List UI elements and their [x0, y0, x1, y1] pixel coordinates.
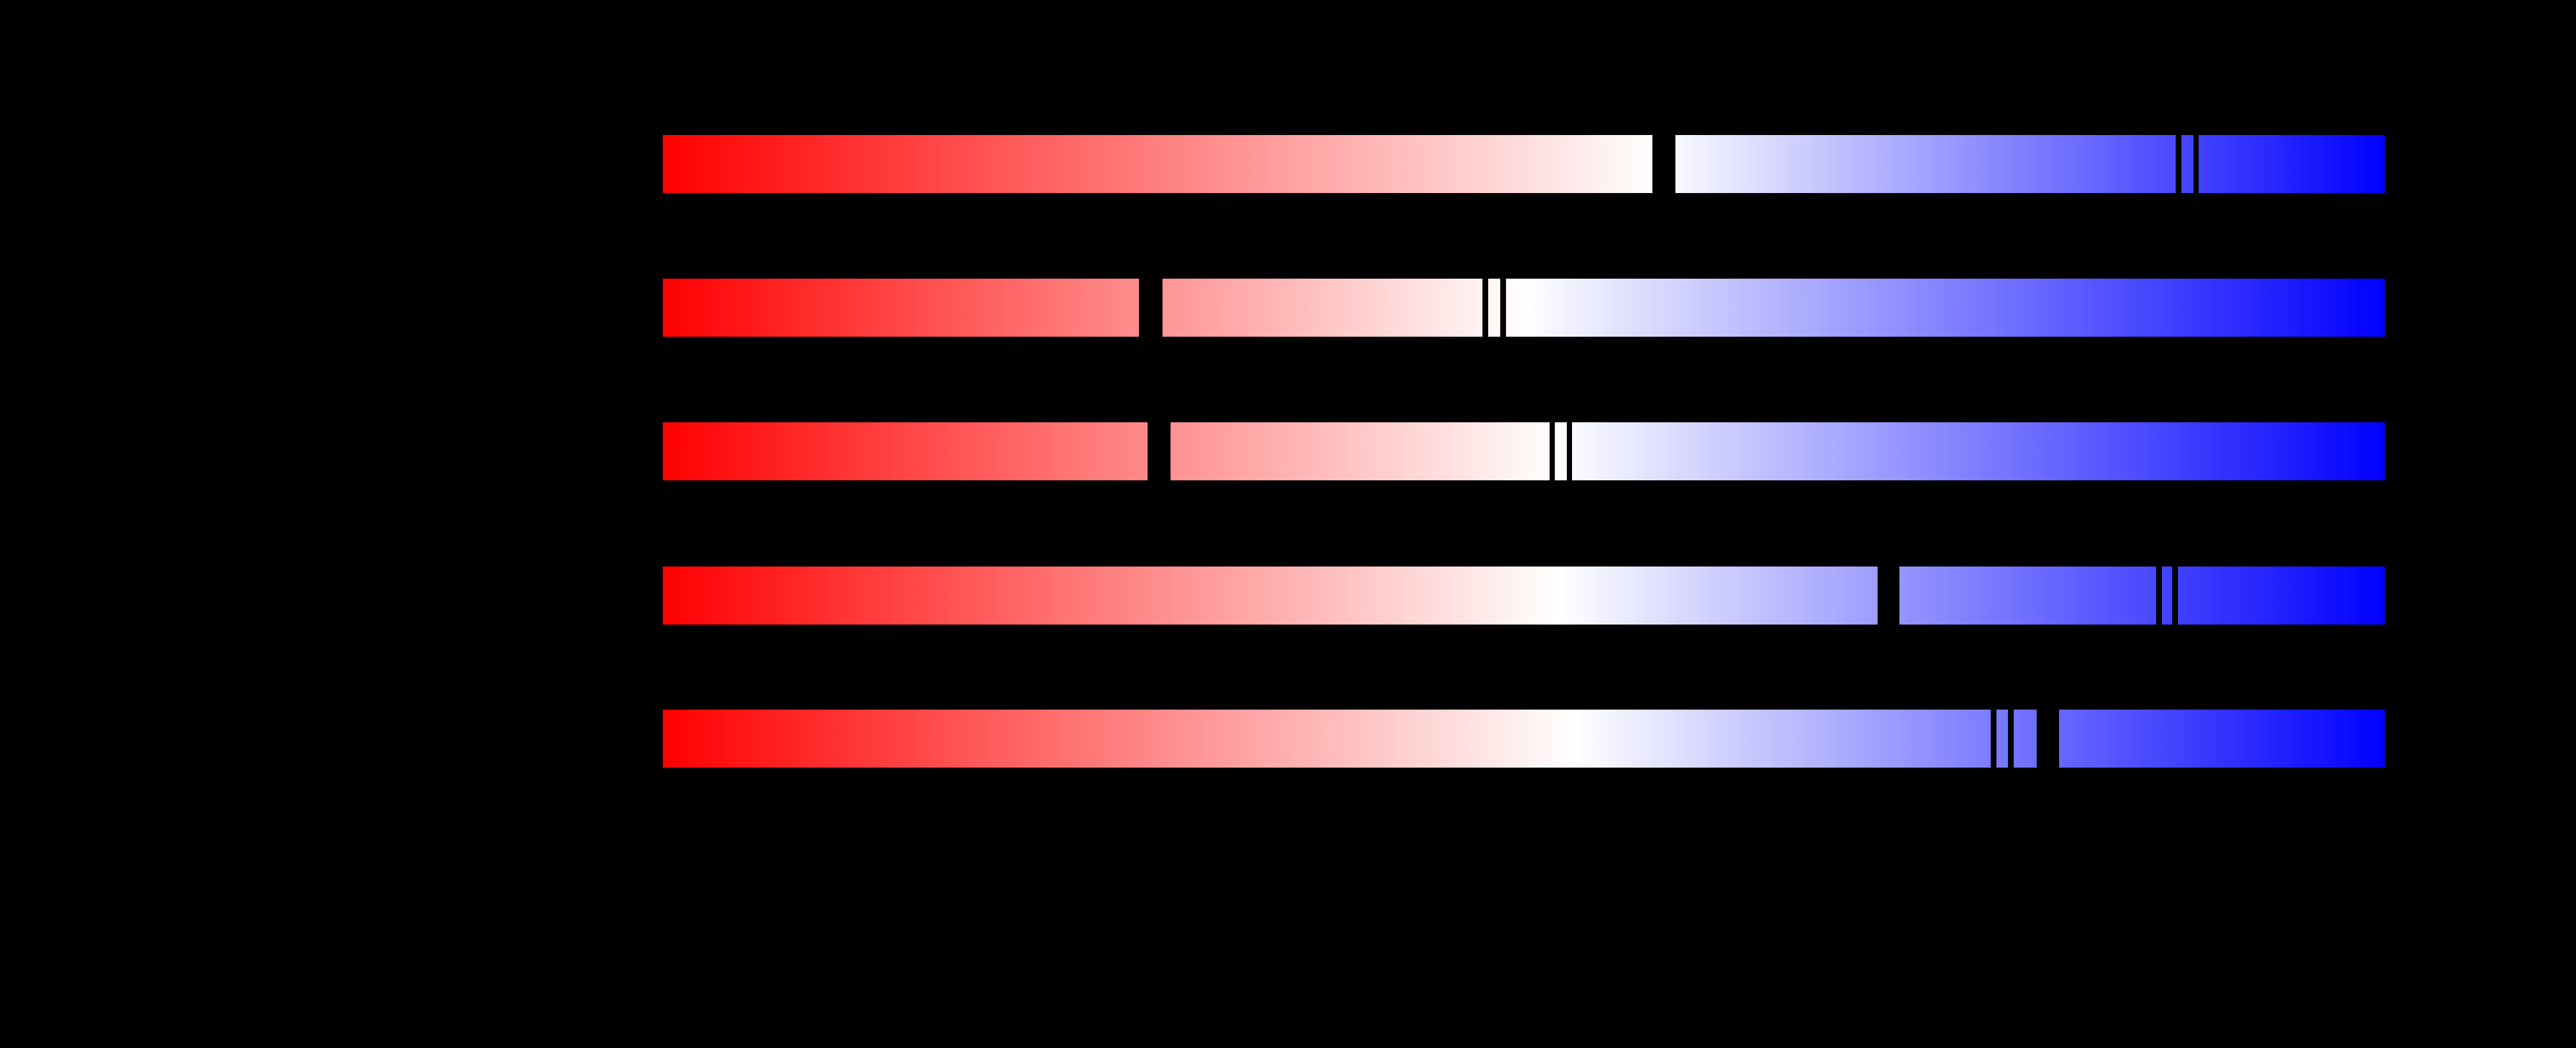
gradient-bar-row-2: [663, 278, 2385, 337]
bar-tick-marker: [2176, 134, 2181, 194]
gradient-bar-row-4: [663, 566, 2385, 625]
bar-tick-marker: [2156, 566, 2162, 625]
bar-tick-marker: [1482, 278, 1488, 337]
gradient-bar-row-3: [663, 422, 2385, 481]
bar-gap: [1878, 566, 1899, 625]
bar-tick-marker: [2193, 134, 2199, 194]
gradient-bar-row-1: [663, 134, 2385, 194]
bar-gap: [1652, 134, 1675, 194]
gradient-bar-row-5: [663, 709, 2385, 768]
bar-gap: [1139, 278, 1163, 337]
bar-tick-marker: [1550, 422, 1555, 481]
bar-tick-marker: [1991, 709, 1996, 768]
bar-tick-marker: [1500, 278, 1506, 337]
bar-tick-marker: [2008, 709, 2014, 768]
bar-gap: [1148, 422, 1171, 481]
bar-tick-marker: [1567, 422, 1572, 481]
bar-tick-marker: [2172, 566, 2178, 625]
bar-gap: [2037, 709, 2059, 768]
